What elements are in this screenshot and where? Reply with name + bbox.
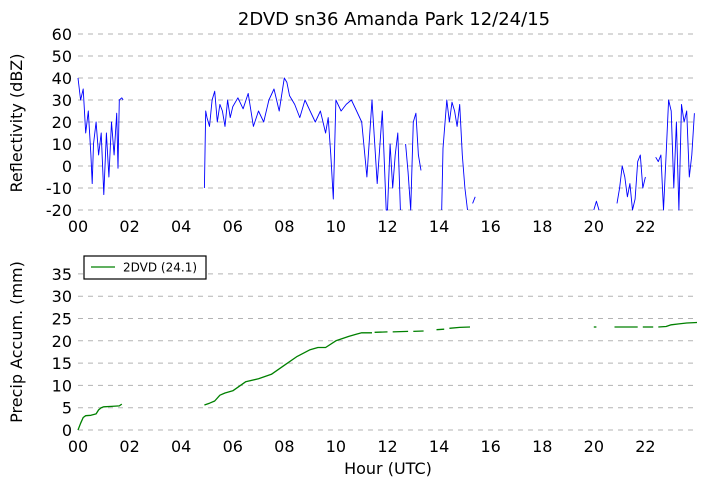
reflectivity-y-tick-label: 20 (52, 113, 72, 132)
precip-x-tick-label: 14 (429, 437, 449, 456)
precip-y-axis-label: Precip Accum. (mm) (7, 261, 26, 423)
legend-box (83, 255, 207, 280)
reflectivity-series-segment (405, 112, 422, 211)
precip-series-segment (449, 326, 471, 329)
reflectivity-series-segment (472, 196, 476, 204)
precip-series-segment (436, 328, 445, 331)
reflectivity-x-tick-label: 06 (223, 217, 243, 236)
reflectivity-x-tick-label: 16 (480, 217, 500, 236)
reflectivity-series-segment (441, 99, 468, 211)
precip-series-segment (658, 321, 698, 328)
precip-y-tick-label: 25 (52, 310, 72, 329)
reflectivity-y-axis-label: Reflectivity (dBZ) (7, 54, 26, 193)
precip-x-tick-label: 10 (326, 437, 346, 456)
precip-gridlines (78, 273, 697, 431)
reflectivity-x-tick-label: 22 (635, 217, 655, 236)
reflectivity-y-tick-label: 0 (62, 157, 72, 176)
reflectivity-x-tick-label: 08 (274, 217, 294, 236)
precip-x-tick-label: 04 (171, 437, 191, 456)
reflectivity-y-tick-labels: -20 -10 0 10 20 30 40 50 60 (46, 25, 72, 220)
precip-x-tick-label: 16 (480, 437, 500, 456)
precip-x-axis-label: Hour (UTC) (344, 459, 432, 478)
precip-y-tick-label: 0 (62, 421, 72, 440)
precip-y-tick-label: 20 (52, 332, 72, 351)
precip-x-tick-label: 22 (635, 437, 655, 456)
reflectivity-series-segment (593, 200, 600, 211)
reflectivity-gridlines (78, 33, 697, 211)
reflectivity-y-tick-label: 60 (52, 25, 72, 44)
precip-x-tick-label: 20 (584, 437, 604, 456)
reflectivity-series-segment (203, 77, 401, 211)
reflectivity-x-tick-label: 04 (171, 217, 191, 236)
chart-title: 2DVD sn36 Amanda Park 12/24/15 (238, 9, 550, 30)
precip-y-tick-label: 10 (52, 376, 72, 395)
reflectivity-y-tick-label: -20 (46, 201, 72, 220)
reflectivity-y-tick-label: 50 (52, 47, 72, 66)
precip-x-tick-label: 08 (274, 437, 294, 456)
precip-series (77, 321, 698, 431)
reflectivity-y-tick-label: -10 (46, 179, 72, 198)
reflectivity-x-tick-label: 12 (377, 217, 397, 236)
reflectivity-x-tick-label: 14 (429, 217, 449, 236)
reflectivity-y-tick-label: 30 (52, 91, 72, 110)
reflectivity-x-tick-label: 00 (68, 217, 88, 236)
precip-series-segment (392, 330, 409, 333)
reflectivity-x-tick-label: 02 (119, 217, 139, 236)
legend-label: 2DVD (24.1) (123, 261, 197, 275)
precip-x-tick-label: 18 (532, 437, 552, 456)
precip-y-tick-label: 30 (52, 287, 72, 306)
precip-y-tick-label: 15 (52, 354, 72, 373)
precip-x-tick-label: 12 (377, 437, 397, 456)
precip-y-tick-labels: 0 5 10 15 20 25 30 35 (52, 265, 72, 440)
precip-y-tick-label: 35 (52, 265, 72, 284)
reflectivity-series-segment (655, 99, 695, 211)
precip-x-tick-label: 06 (223, 437, 243, 456)
reflectivity-series-segment (616, 154, 646, 211)
legend: 2DVD (24.1) (83, 255, 207, 280)
reflectivity-x-tick-labels: 00 02 04 06 08 10 12 14 16 18 20 22 (68, 217, 656, 236)
reflectivity-series (77, 77, 695, 211)
precip-x-tick-label: 02 (119, 437, 139, 456)
precip-x-tick-label: 00 (68, 437, 88, 456)
reflectivity-panel: -20 -10 0 10 20 30 40 50 60 00 02 04 06 08 10 12 14 16 18… (7, 25, 697, 236)
precip-series-segment (77, 403, 123, 431)
precip-y-tick-label: 5 (62, 399, 72, 418)
reflectivity-x-tick-label: 10 (326, 217, 346, 236)
reflectivity-x-tick-label: 20 (584, 217, 604, 236)
precip-x-tick-labels: 00 02 04 06 08 10 12 14 16 18 20 22 (68, 437, 656, 456)
reflectivity-y-tick-label: 10 (52, 135, 72, 154)
reflectivity-x-tick-label: 18 (532, 217, 552, 236)
reflectivity-y-tick-label: 40 (52, 69, 72, 88)
reflectivity-series-segment (77, 77, 124, 196)
precip-series-segment (204, 332, 372, 406)
